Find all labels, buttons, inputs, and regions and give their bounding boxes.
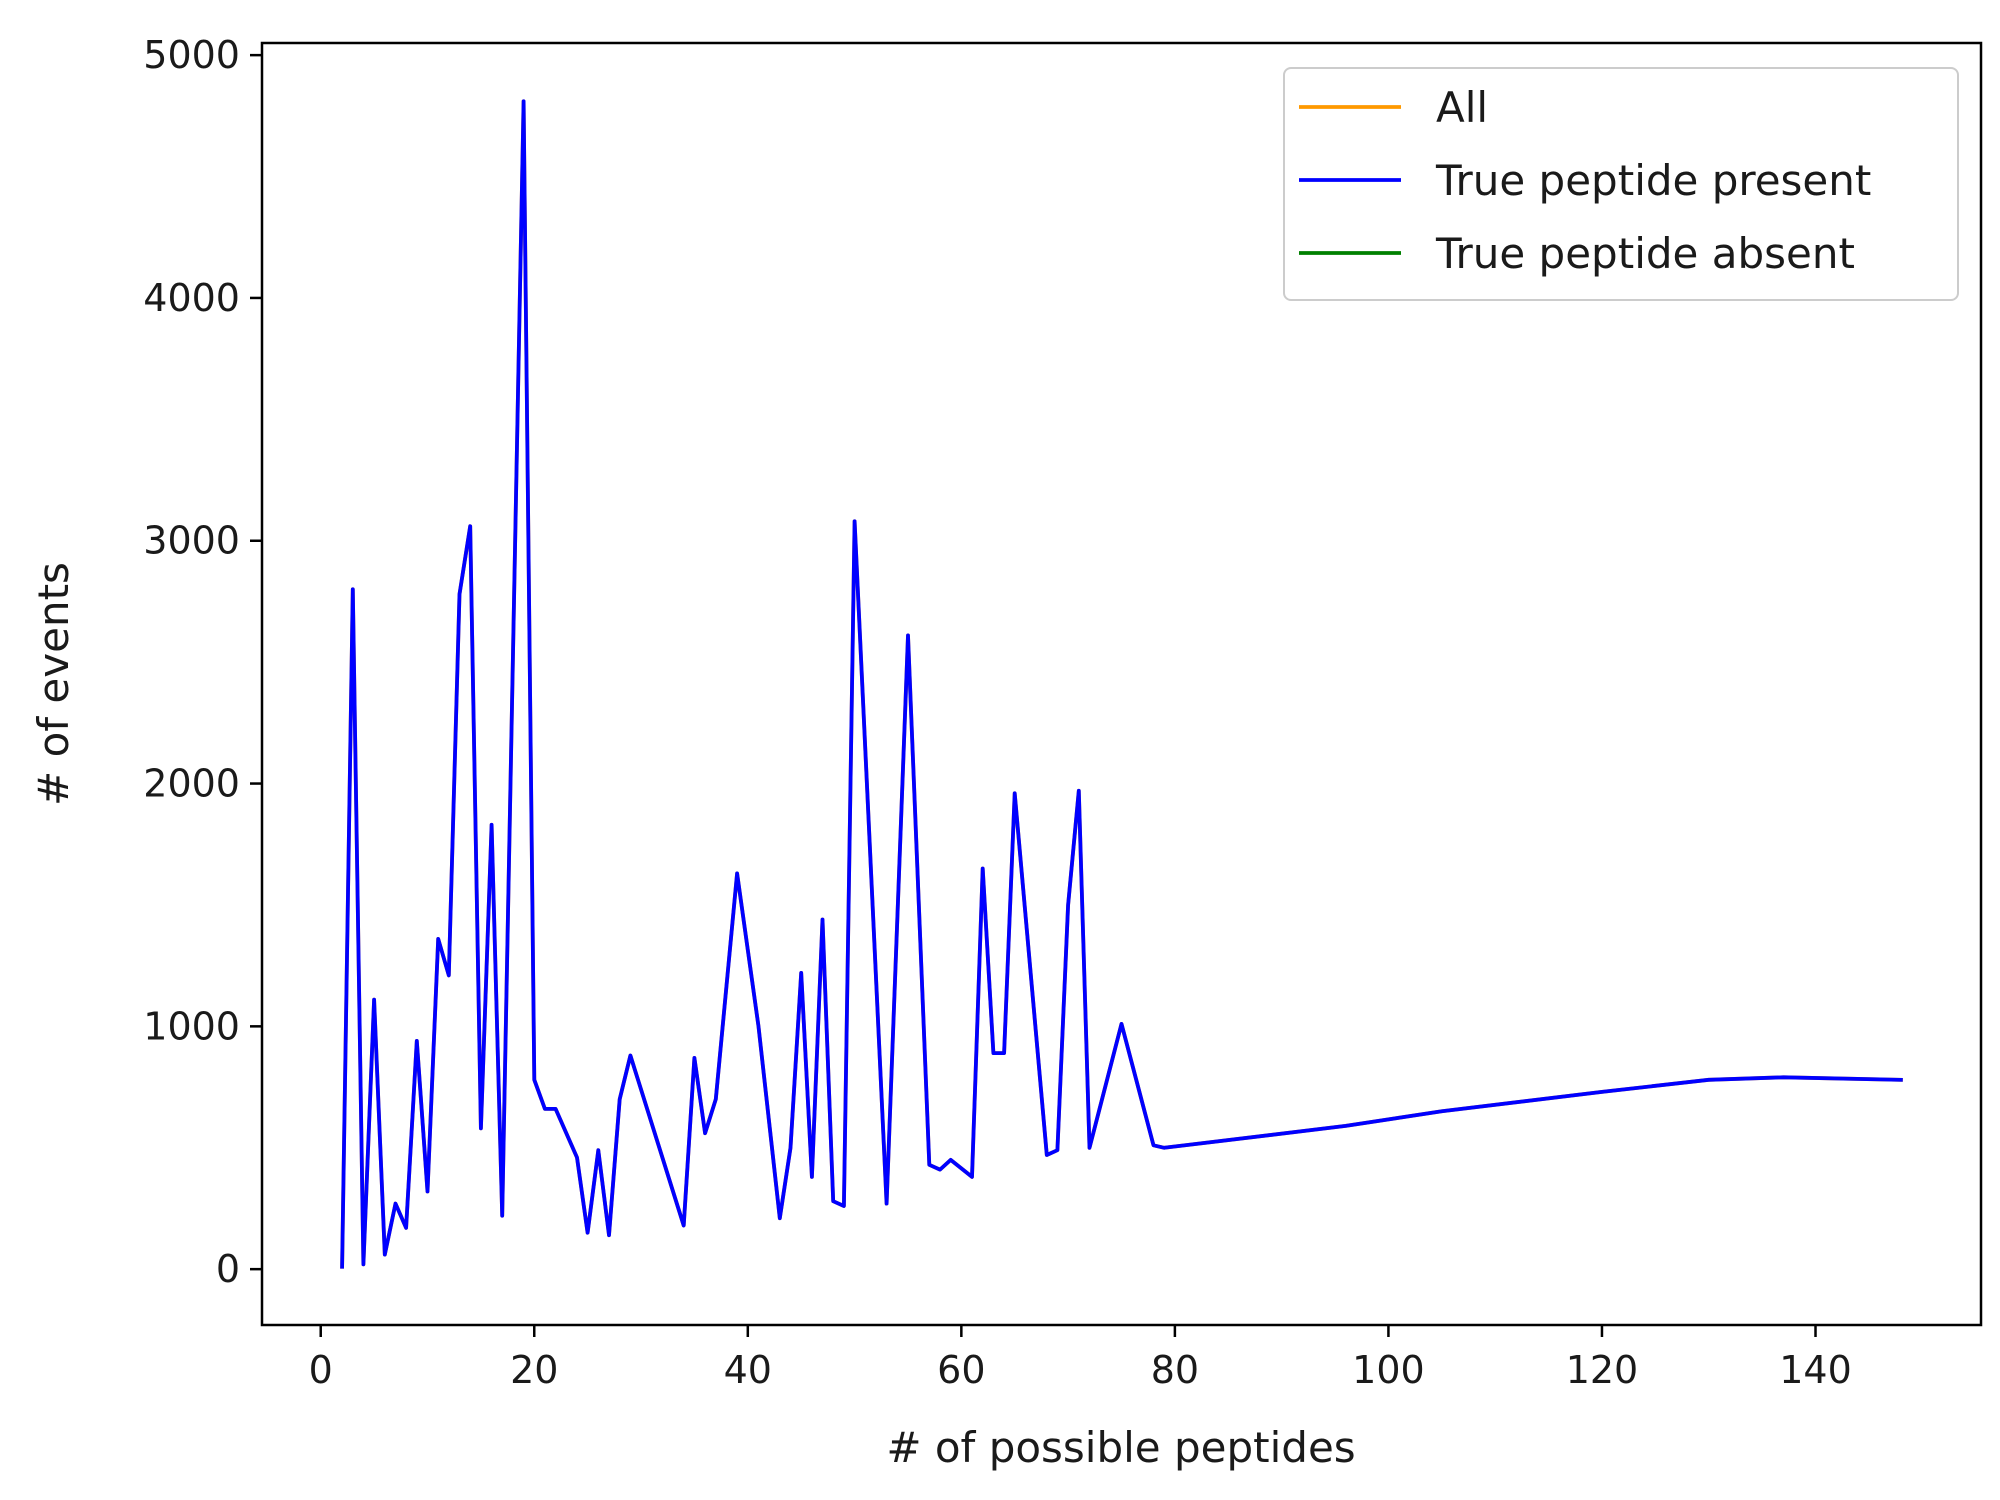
series-layer (340, 99, 1903, 1269)
legend-label-2: True peptide absent (1435, 229, 1855, 278)
y-tick-label: 3000 (143, 519, 240, 563)
y-tick-label: 4000 (143, 276, 240, 320)
legend-entries: All True peptide present True peptide abse… (1299, 83, 1871, 278)
y-axis-label: # of events (29, 562, 78, 806)
legend: All True peptide present True peptide abse… (1283, 67, 1959, 301)
x-axis-label: # of possible peptides (886, 1423, 1355, 1472)
x-tick-label: 80 (1151, 1348, 1199, 1392)
legend-label-1: True peptide present (1435, 156, 1871, 205)
y-tick-label: 5000 (143, 33, 240, 77)
x-tick-label: 100 (1352, 1348, 1425, 1392)
plot-frame (260, 41, 1983, 1327)
x-axis: 0 20 40 60 80 100 120 140 (309, 1325, 1852, 1392)
x-tick-label: 140 (1779, 1348, 1852, 1392)
series-line-1 (340, 99, 1903, 1269)
x-tick-label: 40 (724, 1348, 772, 1392)
y-tick-label: 1000 (143, 1004, 240, 1048)
legend-label-0: All (1436, 83, 1488, 132)
x-tick-label: 120 (1566, 1348, 1639, 1392)
x-tick-label: 0 (309, 1348, 333, 1392)
y-tick-label: 2000 (143, 762, 240, 806)
x-tick-label: 60 (937, 1348, 985, 1392)
legend-box (1283, 67, 1959, 301)
y-tick-label: 0 (216, 1247, 240, 1291)
y-axis: 0 1000 2000 3000 4000 5000 (143, 33, 262, 1291)
x-tick-label: 20 (510, 1348, 558, 1392)
